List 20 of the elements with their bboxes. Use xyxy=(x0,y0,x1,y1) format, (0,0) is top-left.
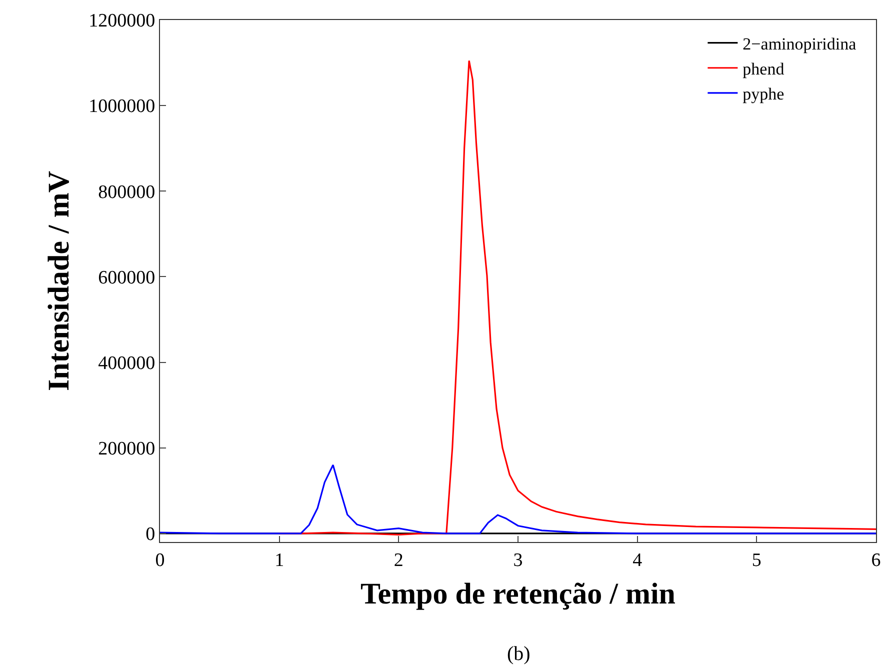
x-tick-label: 5 xyxy=(752,550,762,571)
y-tick-label: 400000 xyxy=(98,352,156,374)
y-tick-label: 1000000 xyxy=(88,96,156,118)
legend-label: 2−aminopiridina xyxy=(742,34,857,54)
x-tick-label: 6 xyxy=(871,550,881,571)
x-tick-label: 3 xyxy=(513,550,523,571)
x-tick-label: 2 xyxy=(394,550,404,571)
y-tick-label: 0 xyxy=(146,524,156,546)
x-tick-label: 4 xyxy=(632,550,643,571)
y-tick-label: 800000 xyxy=(98,182,156,203)
y-tick-label: 1200000 xyxy=(88,10,156,32)
text: (b) xyxy=(507,643,530,665)
y-tick-label: 200000 xyxy=(98,438,156,460)
legend-label: pyphe xyxy=(742,84,784,104)
legend-label: phend xyxy=(742,60,785,78)
y-axis-title: Intensidade / mV xyxy=(42,170,76,392)
x-tick-label: 1 xyxy=(274,550,284,571)
line-series xyxy=(160,464,876,534)
y-tick-label: 600000 xyxy=(98,267,156,288)
x-axis-title: Tempo de retenção / min xyxy=(360,577,676,610)
